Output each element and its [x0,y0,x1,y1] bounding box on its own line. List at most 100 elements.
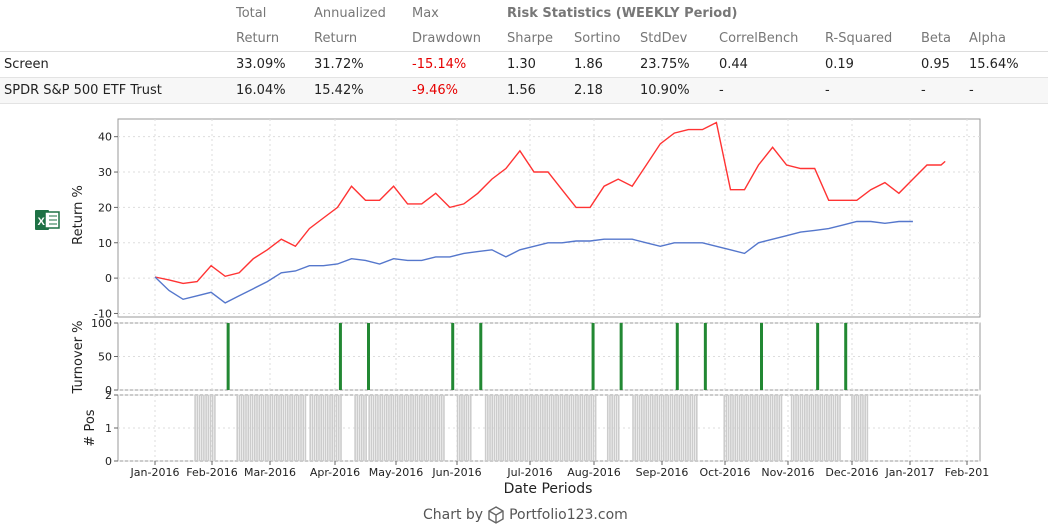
positions-bar [732,395,734,461]
positions-bar [632,395,634,461]
positions-bar [537,395,540,461]
screen-series-line [154,121,946,285]
positions-bar [609,395,611,461]
positions-bar-group [723,395,783,461]
y-tick-label: 10 [98,237,112,250]
positions-bar [284,395,287,461]
positions-bar [333,395,336,461]
positions-bar [243,395,245,461]
header-cell: Max [412,5,439,21]
positions-bar [649,395,652,461]
positions-bar [322,395,325,461]
positions-bar [489,395,491,461]
positions-bar [663,395,665,461]
positions-bar [412,395,414,461]
positions-bar [570,395,573,461]
positions-panel: 0 1 2 [105,389,981,468]
positions-bar [821,395,824,461]
total-return: 33.09% [236,51,314,78]
positions-bar [689,395,692,461]
positions-bar [335,395,338,461]
positions-bar [207,395,210,461]
x-tick-label: Dec-2016 [825,466,878,479]
positions-bar [304,395,307,461]
positions-bar-group [851,395,869,461]
turnover-bar [367,323,370,390]
header-cell: Beta [921,26,969,52]
y-tick-label: 20 [98,201,112,214]
positions-bar [572,395,575,461]
positions-bar [693,395,696,461]
max-drawdown: -15.14% [412,51,507,78]
r-squared: - [825,77,921,104]
positions-bar-group [484,395,597,461]
positions-bar [383,395,386,461]
risk-statistics-title: Risk Statistics (WEEKLY Period) [507,5,738,21]
brand-link[interactable]: Portfolio123.com [509,507,628,523]
positions-bar [487,395,489,461]
positions-bar [520,395,522,461]
positions-bar [839,395,841,461]
positions-bar [302,395,305,461]
positions-bar [678,395,681,461]
benchmark-series-line [154,220,913,304]
positions-bar [575,395,577,461]
positions-bar [465,395,468,461]
row-name: SPDR S&P 500 ETF Trust [0,77,236,104]
positions-bar [636,395,639,461]
portfolio123-cube-icon [488,506,504,524]
correl-bench: 0.44 [719,51,825,78]
positions-bar [254,395,256,461]
positions-bar [360,395,363,461]
positions-bar [236,395,239,461]
positions-bar-group [309,395,342,461]
positions-bar [524,395,527,461]
positions-bar [660,395,663,461]
positions-bar [864,395,866,461]
y-axis-label-positions: # Pos [83,409,98,446]
positions-bar [427,395,430,461]
positions-bar [526,395,529,461]
turnover-bar [844,323,848,390]
positions-bar [502,395,505,461]
y-tick-label: -10 [94,307,112,320]
x-axis: Jan-2016 Feb-2016 Mar-2016 Apr-2016 May-2016… [130,461,989,479]
x-tick-label: Sep-2016 [636,466,689,479]
positions-bar [356,395,359,461]
positions-bar [196,395,199,461]
positions-bar [817,395,819,461]
positions-bar [859,395,862,461]
positions-bar [634,395,637,461]
positions-bar [617,395,620,461]
max-drawdown: -9.46% [412,77,507,104]
excel-icon[interactable]: X [35,210,60,230]
positions-bar [592,395,595,461]
positions-bar [293,395,296,461]
positions-bar [667,395,670,461]
positions-bar [806,395,808,461]
positions-bar [808,395,811,461]
positions-bar [200,395,203,461]
positions-bar [797,395,800,461]
positions-bar [853,395,855,461]
positions-bar [857,395,860,461]
y-tick-label: 40 [98,131,112,144]
svg-text:X: X [38,216,46,228]
header-cell: Return [236,26,314,52]
r-squared: 0.19 [825,51,921,78]
positions-bar [429,395,432,461]
turnover-bar [226,323,230,390]
positions-bar [641,395,643,461]
positions-bar [682,395,685,461]
positions-bar [535,395,538,461]
positions-bar [265,395,267,461]
positions-bar [385,395,388,461]
positions-bar-group [368,395,445,461]
positions-bar [566,395,568,461]
positions-bar [238,395,241,461]
positions-bar [691,395,694,461]
positions-bar [390,395,392,461]
positions-bar [315,395,318,461]
sharpe: 1.56 [507,77,574,104]
positions-bar [594,395,597,461]
